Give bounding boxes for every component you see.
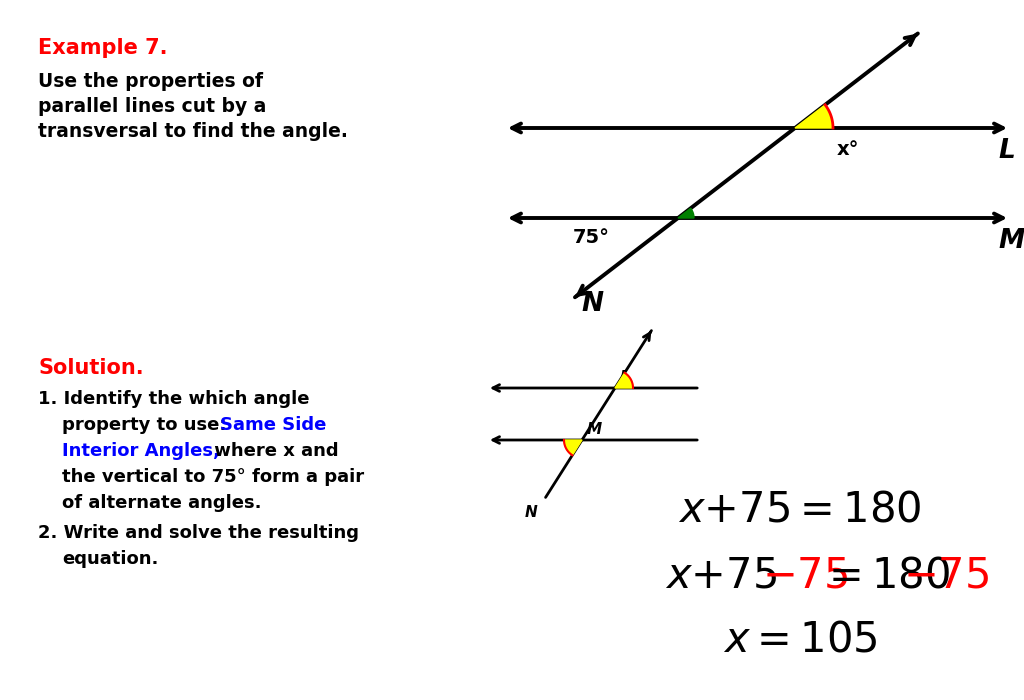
Text: 2. Write and solve the resulting: 2. Write and solve the resulting — [38, 524, 359, 542]
Polygon shape — [564, 440, 582, 455]
Polygon shape — [678, 208, 694, 218]
Text: Use the properties of: Use the properties of — [38, 72, 263, 91]
Text: N: N — [525, 505, 538, 520]
Text: $\mathit{x}$$+75$: $\mathit{x}$$+75$ — [665, 554, 777, 596]
Text: 75°: 75° — [573, 228, 610, 247]
Text: property to use:: property to use: — [62, 416, 232, 434]
Text: the vertical to 75° form a pair: the vertical to 75° form a pair — [62, 468, 365, 486]
Text: $=180$: $=180$ — [820, 554, 950, 596]
Text: parallel lines cut by a: parallel lines cut by a — [38, 97, 266, 116]
Text: L: L — [620, 370, 630, 385]
Text: transversal to find the angle.: transversal to find the angle. — [38, 122, 348, 141]
Text: $\mathit{x}$$=105$: $\mathit{x}$$=105$ — [723, 619, 878, 661]
Text: 1. Identify the which angle: 1. Identify the which angle — [38, 390, 309, 408]
Polygon shape — [795, 105, 833, 128]
Polygon shape — [615, 373, 633, 388]
Text: equation.: equation. — [62, 550, 159, 568]
Text: M: M — [998, 228, 1024, 254]
Text: Solution.: Solution. — [38, 358, 143, 378]
Text: Interior Angles,: Interior Angles, — [62, 442, 220, 460]
Text: N: N — [581, 291, 603, 317]
Text: $-75$: $-75$ — [762, 554, 848, 596]
Text: $-75$: $-75$ — [903, 554, 989, 596]
Text: of alternate angles.: of alternate angles. — [62, 494, 261, 512]
Text: Example 7.: Example 7. — [38, 38, 168, 58]
Text: L: L — [998, 138, 1015, 164]
Text: where x and: where x and — [208, 442, 339, 460]
Text: M: M — [587, 422, 602, 437]
Text: x°: x° — [837, 140, 859, 159]
Text: $\mathit{x}$$+75=180$: $\mathit{x}$$+75=180$ — [678, 489, 922, 531]
Text: Same Side: Same Side — [220, 416, 327, 434]
